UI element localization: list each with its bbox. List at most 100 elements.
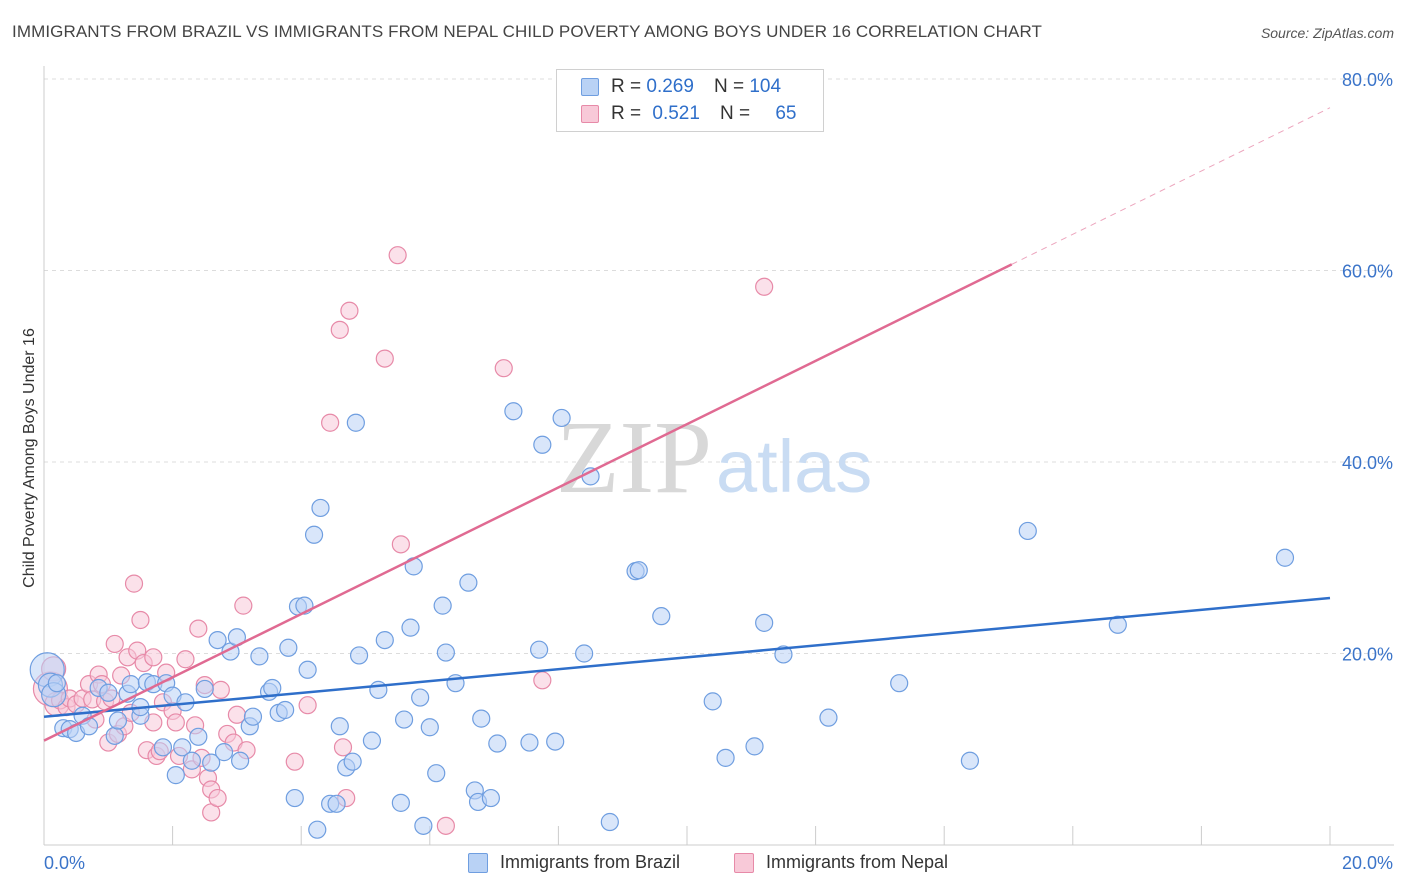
data-point	[144, 648, 163, 667]
legend-label-brazil: Immigrants from Brazil	[500, 852, 681, 872]
data-point	[420, 718, 439, 737]
data-point	[414, 816, 433, 835]
y-tick-label: 40.0%	[1342, 453, 1393, 473]
data-point	[533, 435, 552, 454]
data-point	[436, 816, 455, 835]
nepal-trend-extension	[1011, 107, 1331, 265]
data-point	[411, 688, 430, 707]
data-point	[189, 727, 208, 746]
data-point	[755, 277, 774, 296]
data-point	[394, 710, 414, 729]
data-point	[388, 246, 407, 265]
n-label: N =	[713, 76, 745, 97]
data-point	[166, 713, 185, 732]
data-point	[208, 630, 227, 650]
data-point	[533, 671, 552, 690]
n-label: N =	[719, 103, 751, 124]
data-point	[47, 674, 66, 693]
chart-title: IMMIGRANTS FROM BRAZIL VS IMMIGRANTS FRO…	[12, 22, 1043, 41]
y-tick-label: 20.0%	[1342, 645, 1393, 665]
data-point	[375, 349, 394, 368]
data-point	[1275, 548, 1295, 567]
data-point	[362, 731, 382, 750]
data-point	[433, 596, 452, 615]
data-point	[575, 644, 594, 663]
data-point	[208, 788, 227, 808]
data-point	[401, 618, 420, 637]
data-point	[311, 498, 330, 518]
data-point	[375, 630, 394, 650]
data-point	[214, 743, 234, 762]
data-point	[716, 748, 735, 767]
data-point	[121, 675, 140, 694]
data-point	[340, 301, 359, 320]
r-label: R =	[611, 103, 642, 124]
source-credit: Source: ZipAtlas.com	[1260, 25, 1394, 41]
legend-brazil[interactable]: Immigrants from Brazil	[468, 852, 680, 873]
n-value: 104	[749, 76, 782, 97]
data-point	[459, 573, 478, 592]
brazil-swatch	[581, 78, 599, 96]
stats-box: R = 0.269 N = 104 R = 0.521 N = 65	[556, 69, 824, 132]
trend-lines	[43, 107, 1331, 742]
nepal-points	[32, 246, 774, 835]
data-point	[330, 320, 349, 339]
legend-label-nepal: Immigrants from Nepal	[766, 852, 949, 872]
data-point	[333, 738, 353, 757]
data-point	[391, 535, 410, 554]
data-point	[166, 766, 185, 785]
data-point	[629, 561, 648, 580]
data-point	[530, 640, 549, 659]
watermark-atlas: atlas	[716, 425, 872, 508]
data-point	[472, 709, 491, 728]
data-point	[202, 753, 221, 772]
data-point	[308, 820, 327, 839]
data-point	[321, 413, 340, 432]
data-point	[488, 734, 507, 753]
data-point	[427, 764, 446, 783]
data-point	[494, 359, 513, 378]
nepal-swatch	[581, 105, 599, 123]
data-point	[652, 607, 671, 626]
stats-row-nepal: R = 0.521 N = 65	[581, 102, 796, 126]
n-value: 65	[775, 103, 797, 124]
r-value: 0.269	[646, 76, 694, 97]
data-point	[890, 674, 909, 693]
data-point	[99, 683, 118, 702]
r-value: 0.521	[652, 103, 700, 124]
data-point	[173, 738, 192, 757]
data-point	[176, 650, 195, 669]
x-tick-label: 0.0%	[44, 853, 85, 873]
brazil-trend-line	[43, 596, 1331, 718]
legend-nepal[interactable]: Immigrants from Nepal	[734, 852, 948, 873]
data-point	[298, 660, 317, 679]
data-point	[774, 645, 793, 664]
data-point	[131, 610, 150, 630]
data-point	[349, 646, 369, 665]
data-point	[211, 680, 230, 699]
data-point	[436, 643, 455, 662]
data-point	[504, 402, 523, 421]
watermark: ZIP atlas	[556, 400, 872, 515]
data-point	[330, 717, 349, 736]
data-point	[189, 619, 208, 638]
data-point	[755, 613, 774, 632]
data-point	[1018, 521, 1037, 541]
data-point	[600, 812, 619, 832]
y-tick-label: 80.0%	[1342, 70, 1393, 90]
stats-row-brazil: R = 0.269 N = 104	[581, 75, 781, 99]
data-point	[960, 751, 980, 770]
data-point	[346, 413, 365, 432]
data-point	[231, 751, 250, 770]
gridlines	[44, 78, 1394, 654]
x-tick-label: 20.0%	[1342, 853, 1393, 873]
brazil-legend-swatch	[468, 852, 488, 873]
data-point	[546, 732, 565, 751]
tick-labels: 20.0% 40.0% 60.0% 80.0% 0.0% 20.0%	[44, 70, 1393, 873]
y-tick-label: 60.0%	[1342, 262, 1393, 282]
nepal-trend-line	[43, 263, 1013, 742]
data-point	[343, 752, 362, 771]
data-point	[279, 638, 298, 657]
data-point	[819, 708, 838, 727]
